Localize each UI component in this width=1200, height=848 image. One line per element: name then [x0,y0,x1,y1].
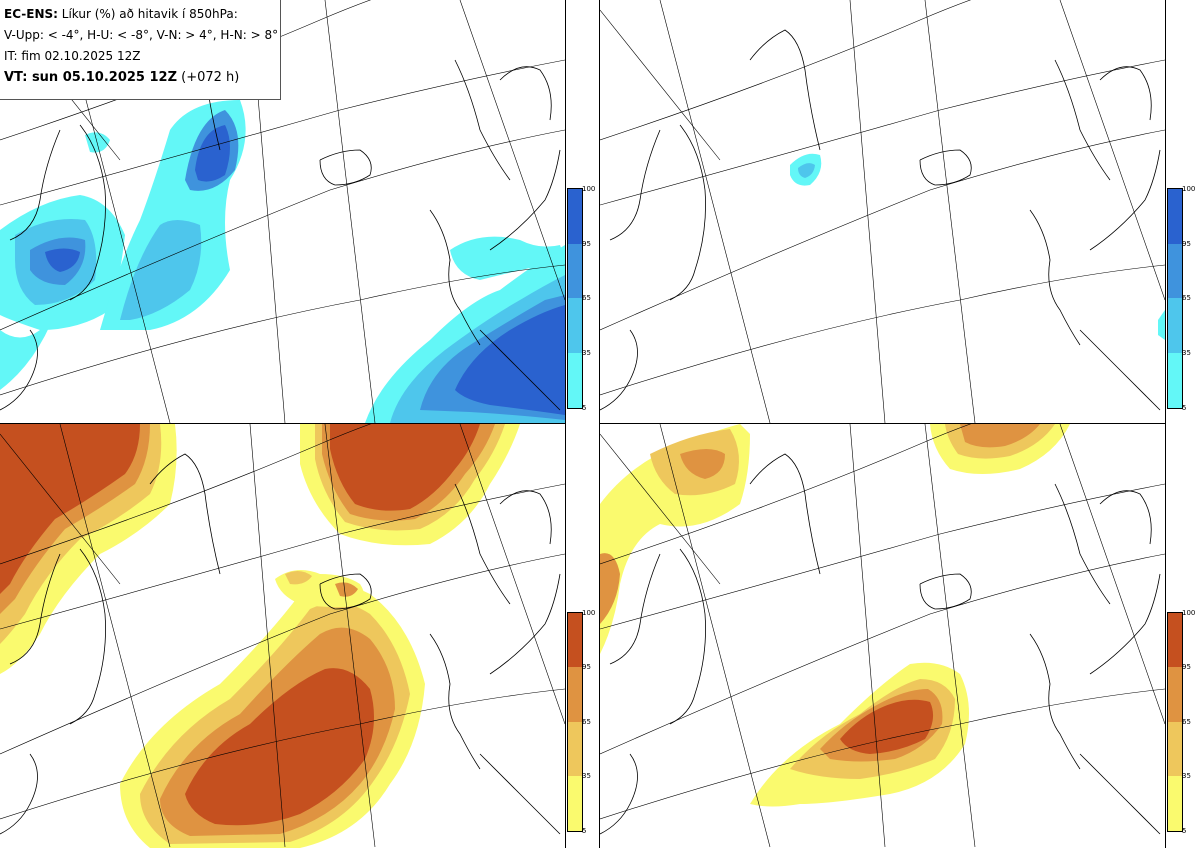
colorbar-segment [1168,244,1182,298]
probability-field-warm-8 [600,424,1070,807]
colorbar-segment [1168,776,1182,831]
colorbar-segment [568,776,582,831]
colorbar-tick-label: 5 [582,827,587,835]
colorbar-tick-label: 35 [1182,349,1191,357]
colorbar-segment [1168,298,1182,353]
valid-time-line: VT: sun 05.10.2025 12Z (+072 h) [4,67,280,88]
colorbar-tick-label: 5 [582,404,587,412]
colorbar-segment [1168,613,1182,667]
colorbar-segment [568,613,582,667]
colorbar-tick-label: 65 [1182,294,1191,302]
colorbar-segment [1168,353,1182,408]
colorbar-segment [1168,722,1182,776]
colorbar-tick-label: 100 [582,185,596,193]
valid-time: VT: sun 05.10.2025 12Z [4,70,177,85]
colorbar-tick-label: 35 [582,772,591,780]
probability-field-cold-8 [790,153,1165,340]
panel-divider-horizontal-right [599,423,1166,424]
map-panel-cold-8 [600,0,1165,423]
colorbar-warm-right: 100 95 65 35 5 [1167,609,1195,835]
colorbar-tick-label: 100 [1182,185,1196,193]
colorbar-tick-label: 95 [582,663,591,671]
panel-border-right [1165,0,1166,848]
colorbar-tick-label: 5 [1182,827,1187,835]
colorbar-segment [568,667,582,722]
colorbar-tick-label: 35 [1182,772,1191,780]
probability-field-warm-4 [0,424,520,848]
title-text: Líkur (%) að hitavik í 850hPa: [57,7,238,21]
colorbar-cold-left: 100 95 65 35 5 [567,185,595,412]
lead-time: (+072 h) [177,70,240,85]
panel-divider-vertical [565,0,566,848]
colorbar-segment [568,722,582,776]
colorbar-segment [568,244,582,298]
colorbar-segment [1168,667,1182,722]
colorbar-tick-label: 95 [1182,663,1191,671]
colorbar-tick-label: 65 [582,718,591,726]
model-name: EC-ENS: [4,7,58,21]
colorbar-segment [1168,189,1182,244]
colorbar-tick-label: 95 [582,240,591,248]
colorbar-cold-right: 100 95 65 35 5 [1167,185,1195,412]
colorbar-warm-left: 100 95 65 35 5 [567,609,595,835]
colorbar-tick-label: 5 [1182,404,1187,412]
forecast-info-box: EC-ENS: Líkur (%) að hitavik í 850hPa: V… [0,0,281,100]
init-time: IT: fim 02.10.2025 12Z [4,49,141,63]
colorbar-tick-label: 100 [582,609,596,617]
map-panel-cold-4: EC-ENS: Líkur (%) að hitavik í 850hPa: V… [0,0,565,423]
panel-divider-horizontal [0,423,566,424]
colorbar-segment [568,298,582,353]
map-panel-warm-8 [600,424,1165,848]
colorbar-tick-label: 100 [1182,609,1196,617]
map-panel-warm-4 [0,424,565,848]
colorbar-tick-label: 65 [582,294,591,302]
title-line: EC-ENS: Líkur (%) að hitavik í 850hPa: [4,4,280,25]
colorbar-tick-label: 35 [582,349,591,357]
colorbar-segment [568,353,582,408]
colorbar-tick-label: 65 [1182,718,1191,726]
legend-line: V-Upp: < -4°, H-U: < -8°, V-N: > 4°, H-N… [4,28,279,42]
panel-divider-vertical-right [599,0,600,848]
colorbar-tick-label: 95 [1182,240,1191,248]
colorbar-segment [568,189,582,244]
